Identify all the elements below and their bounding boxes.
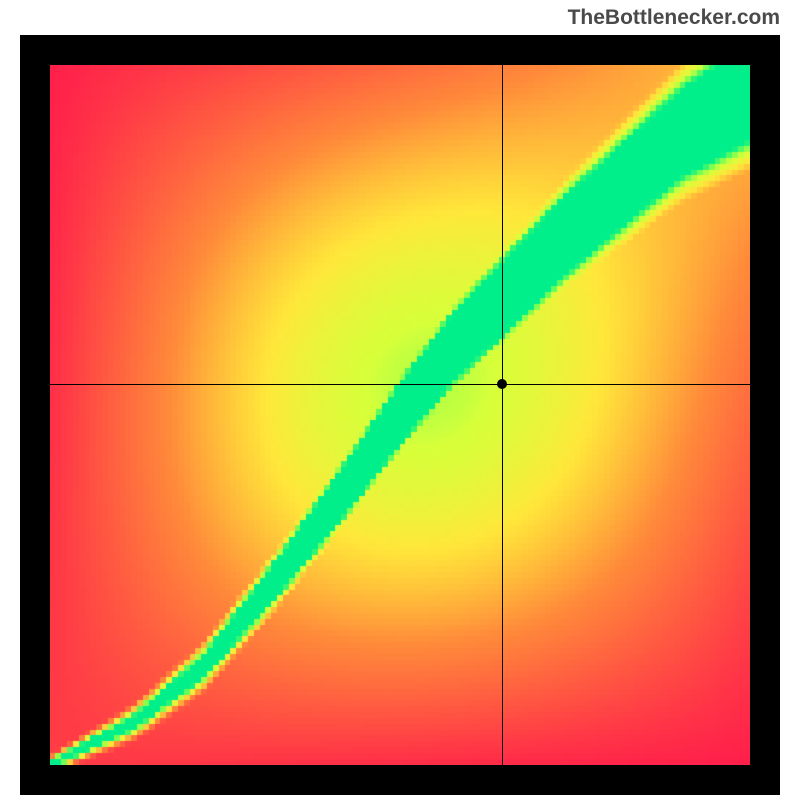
plot-area [50, 65, 750, 765]
crosshair-vertical [502, 65, 503, 765]
attribution-label: TheBottlenecker.com [568, 6, 780, 30]
heatmap-canvas [50, 65, 750, 765]
marker-dot [497, 379, 507, 389]
image-container: TheBottlenecker.com [0, 0, 800, 800]
chart-frame [20, 35, 780, 795]
crosshair-horizontal [50, 384, 750, 385]
